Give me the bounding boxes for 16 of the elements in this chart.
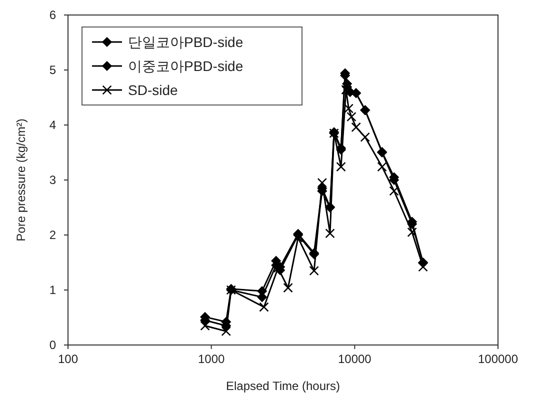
y-tick-label: 0 [49,338,56,352]
y-tick-label: 2 [49,228,56,242]
x-axis-title: Elapsed Time (hours) [226,379,340,393]
legend-label: SD-side [128,82,178,98]
y-tick-label: 3 [49,173,56,187]
y-tick-label: 5 [49,63,56,77]
y-tick-label: 4 [49,118,56,132]
x-tick-label: 10000 [338,352,372,366]
legend-label: 단일코아PBD-side [128,34,244,50]
y-axis-title: Pore pressure (kg/cm²) [14,118,28,242]
legend-label: 이중코아PBD-side [128,58,244,74]
x-tick-label: 1000 [198,352,226,366]
y-tick-label: 1 [49,283,56,297]
x-tick-label: 100000 [478,352,518,366]
y-tick-label: 6 [49,8,56,22]
x-tick-label: 100 [58,352,78,366]
